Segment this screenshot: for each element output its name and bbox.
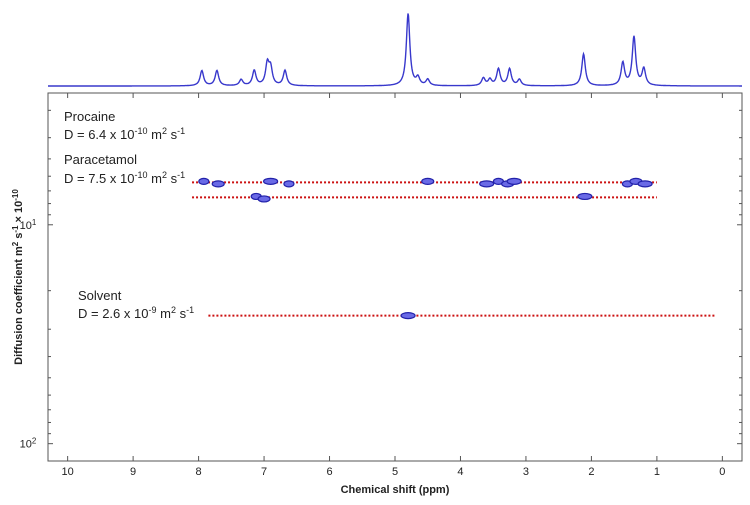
procaine-contour-peak — [211, 180, 225, 188]
procaine-contour-peak — [263, 177, 279, 185]
procaine-contour-peak — [198, 177, 210, 185]
x-tick-label: 3 — [523, 466, 529, 478]
procaine-diffusion-label: D = 6.4 x 10-10 m2 s-1 — [64, 126, 185, 142]
x-tick-label: 1 — [654, 466, 660, 478]
x-tick-label: 9 — [130, 466, 136, 478]
x-tick-label: 8 — [196, 466, 202, 478]
x-tick-label: 4 — [457, 466, 463, 478]
y-tick-label: 102 — [20, 437, 37, 451]
solvent-annotation: Solvent D = 2.6 x 10-9 m2 s-1 — [78, 288, 194, 321]
paracetamol-contour-peak — [577, 192, 593, 201]
solvent-contour-peak — [400, 312, 416, 320]
procaine-contour-peak — [421, 177, 435, 185]
dosy-contour-peaks — [198, 177, 653, 320]
proton-spectrum-projection — [48, 13, 742, 87]
procaine-contour-peak — [479, 180, 495, 188]
y-axis-ticks: 101 102 — [20, 109, 742, 451]
x-axis-label: Chemical shift (ppm) — [341, 484, 450, 496]
x-tick-label: 7 — [261, 466, 267, 478]
procaine-contour-peak — [506, 177, 522, 185]
solvent-name-label: Solvent — [78, 288, 122, 303]
procaine-contour-peak — [283, 180, 295, 188]
paracetamol-annotation: Paracetamol D = 7.5 x 10-10 m2 s-1 — [64, 152, 185, 186]
solvent-diffusion-label: D = 2.6 x 10-9 m2 s-1 — [78, 305, 194, 321]
y-axis-label: Diffusion coefficient m2 s-1 × 10-10 — [11, 189, 25, 365]
plot-area-frame — [47, 92, 743, 462]
paracetamol-name-label: Paracetamol — [64, 152, 137, 167]
diffusion-guide-lines — [192, 181, 716, 317]
procaine-contour-peak — [637, 180, 653, 188]
proton-spectrum-trace — [48, 13, 742, 87]
x-tick-label: 5 — [392, 466, 398, 478]
procaine-annotation: Procaine D = 6.4 x 10-10 m2 s-1 — [64, 109, 185, 142]
x-axis-ticks: 10 9 8 7 6 5 4 3 2 1 0 — [62, 93, 725, 478]
paracetamol-contour-peak — [257, 195, 271, 203]
x-tick-label: 0 — [719, 466, 725, 478]
procaine-name-label: Procaine — [64, 109, 115, 124]
paracetamol-diffusion-label: D = 7.5 x 10-10 m2 s-1 — [64, 170, 185, 186]
x-tick-label: 10 — [62, 466, 74, 478]
x-tick-label: 6 — [326, 466, 332, 478]
x-tick-label: 2 — [588, 466, 594, 478]
y-tick-label: 101 — [20, 218, 37, 232]
